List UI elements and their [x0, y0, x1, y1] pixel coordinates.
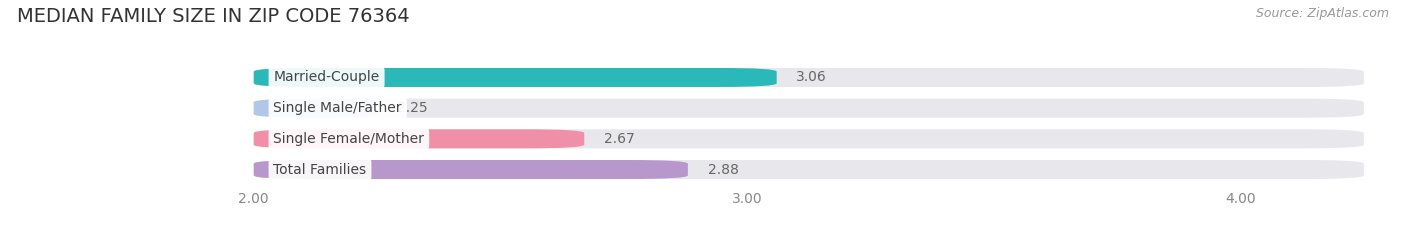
Text: MEDIAN FAMILY SIZE IN ZIP CODE 76364: MEDIAN FAMILY SIZE IN ZIP CODE 76364: [17, 7, 409, 26]
FancyBboxPatch shape: [253, 129, 1364, 148]
Text: 2.88: 2.88: [707, 163, 738, 177]
FancyBboxPatch shape: [253, 68, 1364, 87]
Text: 2.25: 2.25: [396, 101, 427, 115]
Text: 3.06: 3.06: [796, 70, 827, 84]
Text: Source: ZipAtlas.com: Source: ZipAtlas.com: [1256, 7, 1389, 20]
FancyBboxPatch shape: [253, 129, 585, 148]
Text: Single Female/Mother: Single Female/Mother: [273, 132, 425, 146]
FancyBboxPatch shape: [253, 99, 377, 118]
Text: Total Families: Total Families: [273, 163, 367, 177]
FancyBboxPatch shape: [253, 160, 1364, 179]
FancyBboxPatch shape: [253, 68, 776, 87]
Text: 2.67: 2.67: [605, 132, 634, 146]
Text: Single Male/Father: Single Male/Father: [273, 101, 402, 115]
FancyBboxPatch shape: [253, 99, 1364, 118]
FancyBboxPatch shape: [253, 160, 688, 179]
Text: Married-Couple: Married-Couple: [273, 70, 380, 84]
